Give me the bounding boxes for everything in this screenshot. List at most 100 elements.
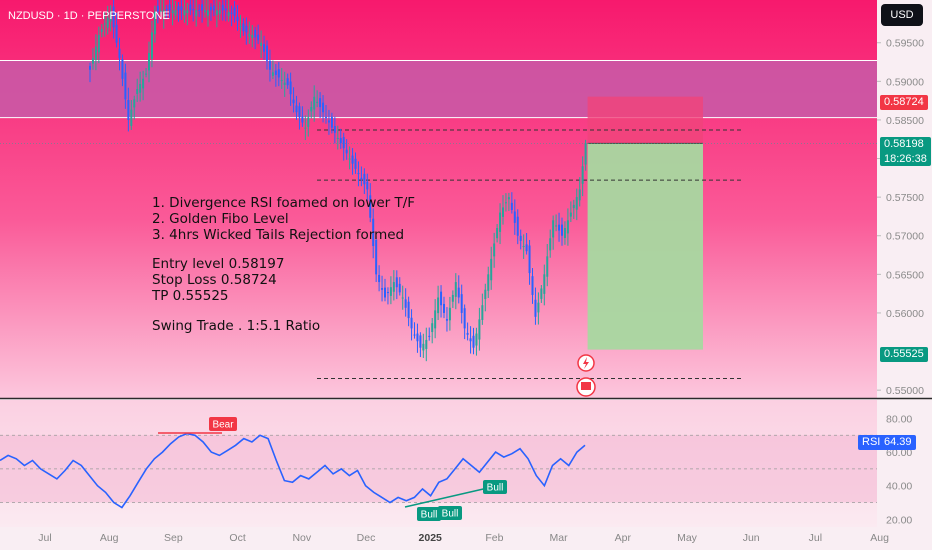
candle[interactable] xyxy=(478,307,481,351)
candle[interactable] xyxy=(537,292,540,325)
candle[interactable] xyxy=(325,104,327,124)
candle[interactable] xyxy=(401,285,404,310)
candle[interactable] xyxy=(310,101,313,119)
candle[interactable] xyxy=(386,287,389,305)
candle[interactable] xyxy=(260,30,263,59)
candle[interactable] xyxy=(180,0,183,20)
candle[interactable] xyxy=(457,275,460,304)
candle[interactable] xyxy=(263,35,266,60)
candle[interactable] xyxy=(316,90,319,108)
candle[interactable] xyxy=(136,78,139,102)
candle[interactable] xyxy=(534,287,537,325)
candle[interactable] xyxy=(510,192,513,214)
candle[interactable] xyxy=(174,1,177,20)
candle[interactable] xyxy=(434,299,437,339)
candle[interactable] xyxy=(162,0,165,29)
bull-label-box[interactable] xyxy=(483,480,507,494)
candle[interactable] xyxy=(493,232,496,268)
candle[interactable] xyxy=(177,2,180,22)
candle[interactable] xyxy=(339,128,342,149)
candle[interactable] xyxy=(292,87,295,113)
candle[interactable] xyxy=(504,193,507,212)
candle[interactable] xyxy=(233,1,236,23)
candle[interactable] xyxy=(543,264,546,306)
candle[interactable] xyxy=(578,177,581,207)
candle[interactable] xyxy=(242,18,245,36)
candle[interactable] xyxy=(171,0,174,26)
candle[interactable] xyxy=(304,115,307,141)
candle[interactable] xyxy=(313,85,316,122)
candle[interactable] xyxy=(581,156,584,197)
candle[interactable] xyxy=(195,0,198,27)
candle[interactable] xyxy=(369,183,372,223)
candle[interactable] xyxy=(289,72,292,106)
candle[interactable] xyxy=(490,246,493,290)
candle[interactable] xyxy=(224,0,227,22)
candle[interactable] xyxy=(268,49,271,82)
candle[interactable] xyxy=(115,12,118,48)
candle[interactable] xyxy=(460,284,463,324)
candle[interactable] xyxy=(295,95,298,120)
candle[interactable] xyxy=(100,24,103,38)
candle[interactable] xyxy=(425,327,428,362)
candle[interactable] xyxy=(561,217,563,246)
candle[interactable] xyxy=(118,37,121,71)
candle[interactable] xyxy=(248,21,251,44)
candle[interactable] xyxy=(153,5,156,43)
candle[interactable] xyxy=(165,4,168,20)
candle[interactable] xyxy=(484,283,487,312)
candle[interactable] xyxy=(148,41,150,83)
candle[interactable] xyxy=(204,0,207,18)
candle[interactable] xyxy=(519,229,522,250)
candle[interactable] xyxy=(333,116,336,144)
candle[interactable] xyxy=(404,288,407,317)
candle[interactable] xyxy=(451,290,454,308)
candle[interactable] xyxy=(375,236,378,283)
candle[interactable] xyxy=(431,317,434,344)
candle[interactable] xyxy=(516,209,519,245)
candle[interactable] xyxy=(112,0,115,39)
candle[interactable] xyxy=(298,102,301,130)
candle[interactable] xyxy=(209,3,212,21)
candle[interactable] xyxy=(466,322,469,341)
candle[interactable] xyxy=(227,0,230,22)
candle[interactable] xyxy=(274,64,277,87)
candle[interactable] xyxy=(351,148,354,175)
candle[interactable] xyxy=(445,307,448,332)
candle[interactable] xyxy=(496,224,499,243)
candle[interactable] xyxy=(463,304,466,340)
candle[interactable] xyxy=(546,243,549,287)
candle[interactable] xyxy=(236,4,239,31)
candle[interactable] xyxy=(307,109,310,137)
candle[interactable] xyxy=(407,296,410,327)
candle[interactable] xyxy=(319,92,322,119)
candle[interactable] xyxy=(381,275,384,302)
candle[interactable] xyxy=(330,112,333,134)
candle[interactable] xyxy=(389,276,392,305)
candle[interactable] xyxy=(363,168,366,195)
candle[interactable] xyxy=(186,2,189,26)
candle[interactable] xyxy=(569,201,572,223)
candle[interactable] xyxy=(555,214,558,232)
candle[interactable] xyxy=(91,48,94,70)
candle[interactable] xyxy=(254,26,257,50)
candle[interactable] xyxy=(145,67,148,78)
candle[interactable] xyxy=(280,68,283,89)
candle[interactable] xyxy=(159,0,162,15)
candle[interactable] xyxy=(215,0,218,28)
candle[interactable] xyxy=(552,215,555,250)
candle[interactable] xyxy=(89,62,91,83)
candle[interactable] xyxy=(448,296,451,331)
candle[interactable] xyxy=(245,17,248,45)
candle[interactable] xyxy=(156,0,159,24)
candle[interactable] xyxy=(348,146,351,170)
candle[interactable] xyxy=(566,208,569,246)
candle[interactable] xyxy=(345,139,348,160)
candle[interactable] xyxy=(322,95,325,123)
candle[interactable] xyxy=(239,14,242,39)
rsi-line[interactable] xyxy=(0,432,586,509)
candle[interactable] xyxy=(109,5,112,32)
candle[interactable] xyxy=(398,277,401,296)
candle[interactable] xyxy=(502,195,504,225)
